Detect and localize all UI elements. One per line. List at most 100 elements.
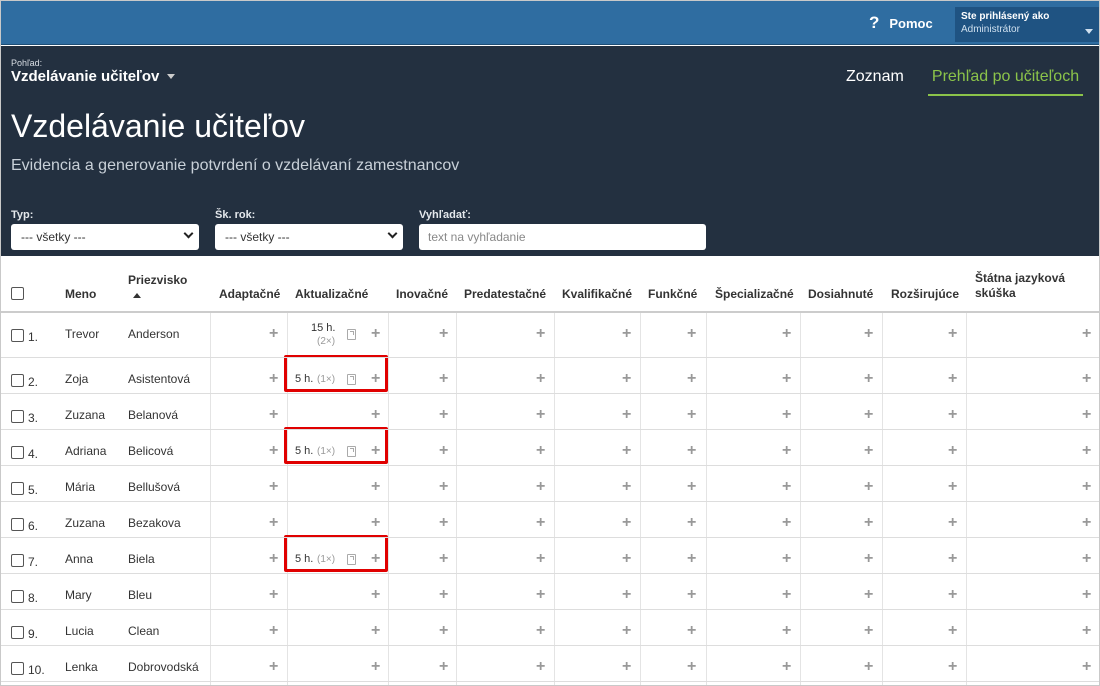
add-icon[interactable]: +: [782, 622, 792, 639]
add-icon[interactable]: +: [1082, 658, 1092, 675]
add-icon[interactable]: +: [439, 514, 449, 531]
add-icon[interactable]: +: [622, 325, 632, 342]
add-icon[interactable]: +: [687, 370, 697, 387]
add-icon[interactable]: +: [269, 406, 279, 423]
add-icon[interactable]: +: [687, 550, 697, 567]
add-icon[interactable]: +: [687, 325, 697, 342]
pdf-icon[interactable]: [347, 446, 356, 457]
add-icon[interactable]: +: [622, 622, 632, 639]
type-filter-select[interactable]: --- všetky ---: [11, 224, 199, 250]
add-icon[interactable]: +: [948, 550, 958, 567]
add-icon[interactable]: +: [864, 406, 874, 423]
add-icon[interactable]: +: [687, 478, 697, 495]
add-icon[interactable]: +: [1082, 622, 1092, 639]
add-icon[interactable]: +: [622, 442, 632, 459]
add-icon[interactable]: +: [269, 622, 279, 639]
add-icon[interactable]: +: [371, 478, 381, 495]
add-icon[interactable]: +: [269, 325, 279, 342]
add-icon[interactable]: +: [948, 658, 958, 675]
add-icon[interactable]: +: [782, 658, 792, 675]
add-icon[interactable]: +: [864, 478, 874, 495]
add-icon[interactable]: +: [1082, 550, 1092, 567]
add-icon[interactable]: +: [371, 550, 381, 567]
add-icon[interactable]: +: [782, 514, 792, 531]
pdf-icon[interactable]: [347, 374, 356, 385]
select-all-checkbox[interactable]: [11, 287, 24, 300]
add-icon[interactable]: +: [1082, 442, 1092, 459]
add-icon[interactable]: +: [948, 514, 958, 531]
add-icon[interactable]: +: [1082, 478, 1092, 495]
add-icon[interactable]: +: [439, 478, 449, 495]
add-icon[interactable]: +: [622, 478, 632, 495]
col-meno[interactable]: Meno: [65, 287, 97, 301]
add-icon[interactable]: +: [622, 514, 632, 531]
hours-value[interactable]: 5 h.: [295, 373, 314, 385]
add-icon[interactable]: +: [439, 370, 449, 387]
col-statna-jazykova-skuska[interactable]: Štátna jazyková skúška: [975, 271, 1066, 300]
add-icon[interactable]: +: [536, 442, 546, 459]
add-icon[interactable]: +: [1082, 406, 1092, 423]
add-icon[interactable]: +: [687, 514, 697, 531]
add-icon[interactable]: +: [371, 658, 381, 675]
add-icon[interactable]: +: [371, 325, 381, 342]
add-icon[interactable]: +: [864, 370, 874, 387]
add-icon[interactable]: +: [1082, 586, 1092, 603]
add-icon[interactable]: +: [782, 406, 792, 423]
search-input[interactable]: text na vyhľadanie: [419, 224, 706, 250]
add-icon[interactable]: +: [371, 406, 381, 423]
add-icon[interactable]: +: [439, 622, 449, 639]
add-icon[interactable]: +: [1082, 370, 1092, 387]
col-funkcne[interactable]: Funkčné: [648, 287, 698, 301]
add-icon[interactable]: +: [864, 586, 874, 603]
add-icon[interactable]: +: [864, 442, 874, 459]
row-checkbox[interactable]: [11, 590, 24, 603]
col-dosiahnute[interactable]: Dosiahnuté: [808, 287, 874, 301]
col-inovacne[interactable]: Inovačné: [396, 287, 449, 301]
help-link[interactable]: ? Pomoc: [869, 13, 933, 33]
add-icon[interactable]: +: [864, 622, 874, 639]
add-icon[interactable]: +: [782, 442, 792, 459]
hours-value[interactable]: 5 h.: [295, 553, 314, 565]
add-icon[interactable]: +: [536, 586, 546, 603]
add-icon[interactable]: +: [371, 622, 381, 639]
col-adaptacne[interactable]: Adaptačné: [219, 287, 281, 301]
view-selector[interactable]: Vzdelávanie učiteľov: [11, 68, 176, 85]
pdf-icon[interactable]: [347, 329, 356, 340]
row-checkbox[interactable]: [11, 662, 24, 675]
add-icon[interactable]: +: [269, 658, 279, 675]
add-icon[interactable]: +: [782, 370, 792, 387]
hours-value[interactable]: 15 h.: [311, 322, 336, 334]
add-icon[interactable]: +: [536, 514, 546, 531]
col-specializacne[interactable]: Špecializačné: [715, 287, 794, 301]
hours-value[interactable]: 5 h.: [295, 445, 314, 457]
add-icon[interactable]: +: [864, 550, 874, 567]
add-icon[interactable]: +: [622, 370, 632, 387]
tab-zoznam[interactable]: Zoznam: [846, 68, 904, 85]
col-kvalifikacne[interactable]: Kvalifikačné: [562, 287, 633, 301]
add-icon[interactable]: +: [371, 370, 381, 387]
add-icon[interactable]: +: [536, 370, 546, 387]
row-checkbox[interactable]: [11, 446, 24, 459]
add-icon[interactable]: +: [687, 658, 697, 675]
add-icon[interactable]: +: [371, 442, 381, 459]
col-predatestacne[interactable]: Predatestačné: [464, 287, 547, 301]
add-icon[interactable]: +: [269, 442, 279, 459]
add-icon[interactable]: +: [269, 514, 279, 531]
add-icon[interactable]: +: [1082, 514, 1092, 531]
add-icon[interactable]: +: [439, 658, 449, 675]
add-icon[interactable]: +: [864, 514, 874, 531]
col-aktualizacne[interactable]: Aktualizačné: [295, 287, 369, 301]
add-icon[interactable]: +: [948, 325, 958, 342]
add-icon[interactable]: +: [439, 586, 449, 603]
add-icon[interactable]: +: [948, 478, 958, 495]
col-rozsirujuce[interactable]: Rozširujúce: [891, 287, 960, 301]
year-filter-select[interactable]: --- všetky ---: [215, 224, 403, 250]
add-icon[interactable]: +: [371, 514, 381, 531]
row-checkbox[interactable]: [11, 374, 24, 387]
row-checkbox[interactable]: [11, 410, 24, 423]
add-icon[interactable]: +: [622, 586, 632, 603]
add-icon[interactable]: +: [269, 586, 279, 603]
add-icon[interactable]: +: [622, 550, 632, 567]
add-icon[interactable]: +: [536, 325, 546, 342]
add-icon[interactable]: +: [687, 406, 697, 423]
